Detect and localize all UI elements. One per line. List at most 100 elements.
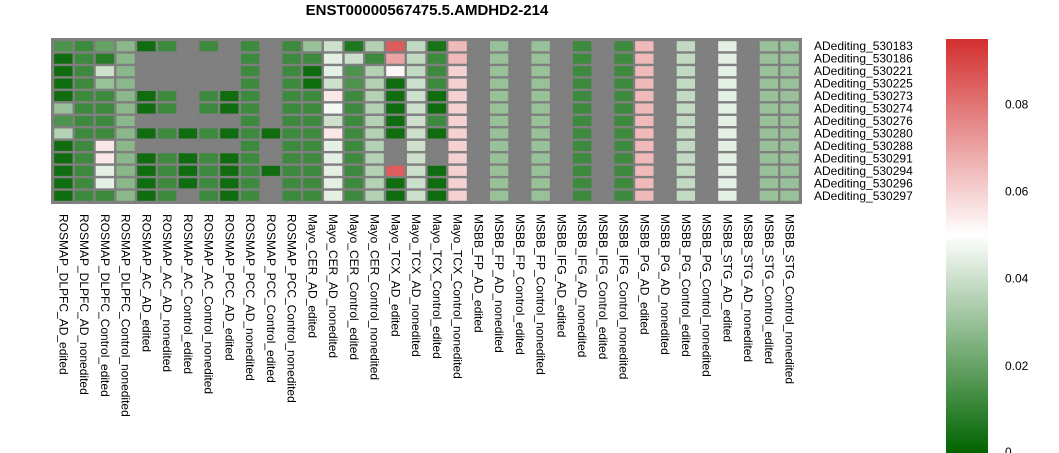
heatmap-cell	[469, 178, 488, 189]
heatmap-cell	[220, 66, 239, 77]
heatmap-cell	[220, 78, 239, 89]
heatmap-cell	[780, 53, 799, 64]
heatmap-cell	[199, 140, 218, 151]
heatmap-cell	[386, 41, 405, 52]
column-label: ROSMAP_AC_AD_edited	[139, 214, 153, 352]
heatmap-cell	[510, 165, 530, 176]
heatmap-cell	[54, 103, 73, 114]
heatmap-cell	[137, 190, 156, 201]
heatmap-cell	[676, 53, 696, 64]
heatmap-cell	[323, 153, 343, 164]
heatmap-cell	[386, 178, 405, 189]
column-label: MSBB_FP_Control_edited	[513, 214, 527, 355]
heatmap-cell	[386, 190, 405, 201]
heatmap-cell	[303, 178, 322, 189]
heatmap-cell	[74, 165, 94, 176]
heatmap-cell	[718, 41, 737, 52]
heatmap-cell	[240, 91, 260, 102]
heatmap-cell	[697, 190, 716, 201]
heatmap-cell	[614, 66, 633, 77]
heatmap-cell	[489, 41, 509, 52]
heatmap-cell	[531, 178, 550, 189]
column-label: ROSMAP_PCC_Control_nonedited	[285, 214, 299, 403]
heatmap-cell	[718, 78, 737, 89]
heatmap-cell	[220, 115, 239, 127]
heatmap-cell	[74, 91, 94, 102]
heatmap-cell	[220, 53, 239, 64]
heatmap-cell	[116, 103, 135, 114]
heatmap-cell	[116, 78, 135, 89]
column-label: Mayo_TCX_Control_nonedited	[451, 214, 465, 379]
heatmap-cell	[261, 178, 281, 189]
heatmap-cell	[323, 165, 343, 176]
heatmap-cell	[552, 41, 571, 52]
heatmap-cell	[655, 153, 675, 164]
column-label: Mayo_CER_AD_nonedited	[326, 214, 340, 358]
heatmap-cell	[676, 140, 696, 151]
heatmap-cell	[593, 53, 613, 64]
heatmap-cell	[365, 41, 384, 52]
heatmap-cell	[95, 165, 115, 176]
heatmap-cell	[240, 178, 260, 189]
column-label: MSBB_IFG_Control_edited	[596, 214, 610, 359]
heatmap-cell	[116, 190, 135, 201]
heatmap-cell	[552, 115, 571, 127]
heatmap-cell	[718, 91, 737, 102]
heatmap-cell	[74, 41, 94, 52]
heatmap-cell	[344, 190, 364, 201]
heatmap-cell	[448, 91, 467, 102]
heatmap-cell	[531, 103, 550, 114]
row-label: ADediting_530297	[814, 189, 913, 203]
heatmap-cell	[282, 78, 301, 89]
heatmap-cell	[282, 153, 301, 164]
heatmap-cell	[199, 128, 218, 139]
heatmap-cell	[655, 140, 675, 151]
column-label: ROSMAP_DLPFC_AD_nonedited	[77, 214, 91, 395]
heatmap-cell	[489, 115, 509, 127]
heatmap-cell	[116, 153, 135, 164]
heatmap-cell	[178, 165, 198, 176]
heatmap-cell	[282, 128, 301, 139]
heatmap-cell	[137, 41, 156, 52]
heatmap-cell	[157, 115, 177, 127]
heatmap-cell	[780, 91, 799, 102]
heatmap-cell	[614, 115, 633, 127]
heatmap-cell	[531, 165, 550, 176]
heatmap-cell	[780, 78, 799, 89]
heatmap-cell	[655, 91, 675, 102]
column-label: MSBB_STG_Control_nonedited	[783, 214, 797, 384]
heatmap-cell	[199, 153, 218, 164]
heatmap-cell	[427, 66, 447, 77]
heatmap-cell	[261, 66, 281, 77]
heatmap-cell	[510, 153, 530, 164]
heatmap-cell	[116, 165, 135, 176]
heatmap-cell	[261, 53, 281, 64]
heatmap-cell	[552, 178, 571, 189]
heatmap-cell	[572, 78, 592, 89]
heatmap-cell	[531, 190, 550, 201]
heatmap-cell	[157, 178, 177, 189]
heatmap-cell	[178, 153, 198, 164]
heatmap-cell	[780, 128, 799, 139]
heatmap-cell	[676, 103, 696, 114]
heatmap-cell	[427, 178, 447, 189]
heatmap-cell	[635, 91, 654, 102]
heatmap-cell	[74, 103, 94, 114]
heatmap-cell	[531, 78, 550, 89]
heatmap-cell	[552, 66, 571, 77]
heatmap-cell	[95, 78, 115, 89]
heatmap-cell	[406, 153, 426, 164]
heatmap-cell	[323, 128, 343, 139]
heatmap-cell	[489, 153, 509, 164]
heatmap-cell	[323, 53, 343, 64]
heatmap-cell	[323, 115, 343, 127]
heatmap-cell	[759, 140, 779, 151]
heatmap-cell	[95, 41, 115, 52]
row-label: ADediting_530221	[814, 64, 913, 78]
heatmap-cell	[54, 153, 73, 164]
heatmap-cell	[261, 78, 281, 89]
heatmap-cell	[552, 128, 571, 139]
heatmap-cell	[365, 178, 384, 189]
heatmap-cell	[718, 190, 737, 201]
column-labels: ROSMAP_DLPFC_AD_edited ROSMAP_DLPFC_AD_no…	[56, 214, 796, 417]
